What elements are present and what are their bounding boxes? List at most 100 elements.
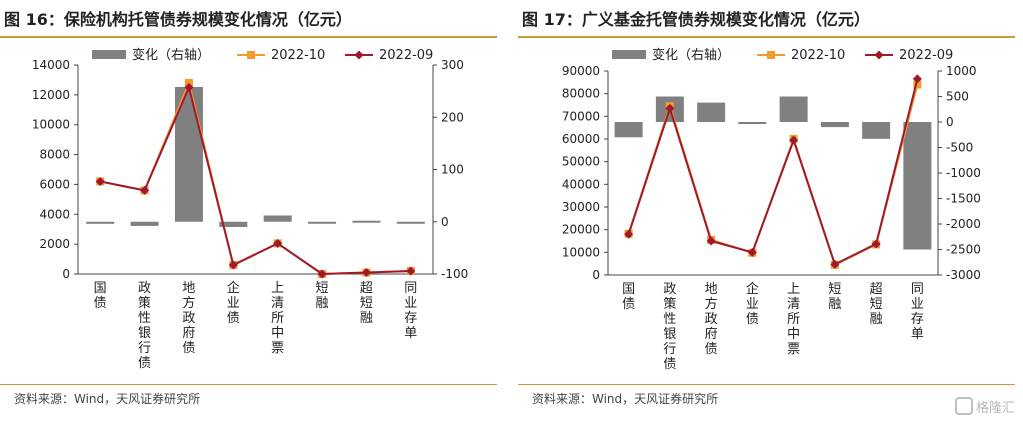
- legend-label-sep: 2022-09: [379, 48, 433, 63]
- bar-change: [219, 221, 248, 227]
- left-tick-label: 60000: [562, 132, 600, 146]
- right-tick-label: -1000: [946, 166, 981, 180]
- chart-source: 资料来源：Wind，天风证券研究所: [532, 392, 719, 406]
- bar-change: [862, 122, 891, 139]
- point-2022-09: [184, 82, 194, 92]
- left-tick-label: 8000: [39, 148, 70, 162]
- source-rule: [518, 384, 1015, 385]
- bar-change: [352, 220, 381, 223]
- watermark-logo-icon: [954, 397, 973, 415]
- category-label: 地方政府债: [182, 281, 195, 356]
- chart-title: 图 17：广义基金托管债券规模变化情况（亿元）: [522, 10, 870, 29]
- left-tick-label: 0: [62, 267, 70, 281]
- category-label: 国债: [94, 281, 107, 311]
- category-label: 企业债: [227, 280, 240, 326]
- category-label: 上清所中票: [787, 282, 800, 357]
- bar-change: [308, 221, 337, 224]
- bar-change: [903, 122, 932, 250]
- category-label: 上清所中票: [271, 281, 284, 356]
- point-2022-09: [140, 185, 150, 195]
- legend-swatch-bar: [92, 50, 126, 59]
- left-tick-label: 10000: [32, 118, 70, 132]
- watermark: 格隆汇: [954, 397, 1015, 416]
- legend-marker-sep: [354, 50, 364, 60]
- bar-change: [396, 221, 425, 224]
- category-label: 短融: [316, 281, 329, 311]
- chart-panel-fund: 图 17：广义基金托管债券规模变化情况（亿元） 0 10000 20000 30000…: [518, 0, 1023, 422]
- legend-swatch-bar: [612, 50, 646, 59]
- left-tick-label: 2000: [39, 237, 70, 251]
- right-tick-label: 500: [946, 90, 969, 104]
- category-label: 企业债: [746, 281, 759, 327]
- right-tick-label: -2500: [946, 243, 981, 257]
- legend-label-oct: 2022-10: [271, 48, 325, 63]
- left-tick-label: 50000: [562, 155, 600, 169]
- left-tick-label: 4000: [39, 207, 70, 221]
- legend-label-bar: 变化（右轴）: [652, 47, 730, 63]
- bar-change: [263, 215, 292, 222]
- right-tick-label: -1500: [946, 192, 981, 206]
- watermark-text: 格隆汇: [975, 401, 1015, 416]
- point-2022-09: [406, 266, 416, 276]
- bar-change: [130, 221, 159, 226]
- right-tick-label: 100: [441, 163, 464, 177]
- category-label: 超短融: [360, 281, 373, 326]
- point-2022-09: [706, 236, 716, 246]
- title-rule: [518, 36, 1015, 38]
- category-label: 同业存单: [404, 281, 417, 341]
- point-2022-09: [273, 238, 283, 248]
- category-label: 地方政府债: [705, 282, 718, 357]
- right-tick-label: 200: [441, 110, 464, 124]
- chart-insurance: 0 2000 4000 6000 8000 10000 12000 14000 -100 0 100…: [32, 47, 468, 371]
- point-2022-10: [913, 80, 922, 89]
- legend-marker-oct: [247, 51, 255, 59]
- legend-label-bar: 变化（右轴）: [132, 47, 210, 63]
- bar-change: [779, 96, 808, 122]
- right-tick-label: -100: [441, 267, 468, 281]
- point-2022-09: [624, 229, 634, 239]
- point-2022-09: [830, 259, 840, 269]
- series-line-1: [99, 84, 411, 276]
- left-tick-label: 20000: [562, 223, 600, 237]
- chart-title: 图 16：保险机构托管债券规模变化情况（亿元）: [4, 10, 352, 29]
- category-label: 超短融: [870, 282, 883, 327]
- left-tick-label: 30000: [562, 200, 600, 214]
- category-label: 同业存单: [911, 282, 924, 342]
- point-2022-09: [789, 135, 799, 145]
- source-rule: [0, 384, 497, 385]
- bar-change: [738, 122, 767, 124]
- title-rule: [0, 36, 497, 38]
- point-2022-09: [665, 103, 675, 113]
- bar-change: [820, 122, 849, 128]
- chart-panel-insurance: 图 16：保险机构托管债券规模变化情况（亿元） 0 2000 4000 6000 800…: [0, 0, 505, 422]
- legend-label-sep: 2022-09: [899, 48, 953, 63]
- series-line-0: [627, 84, 919, 267]
- point-2022-09: [317, 269, 327, 279]
- point-2022-09: [95, 176, 105, 186]
- legend-marker-oct: [767, 51, 775, 59]
- category-label: 政策性银行债: [138, 281, 151, 371]
- point-2022-09: [361, 268, 371, 278]
- left-tick-label: 0: [592, 268, 600, 282]
- series-line-1: [627, 78, 919, 266]
- bar-change: [86, 221, 115, 224]
- point-2022-09: [228, 260, 238, 270]
- legend-label-oct: 2022-10: [791, 48, 845, 63]
- bar-change: [614, 122, 643, 138]
- category-label: 短融: [828, 282, 841, 312]
- left-tick-label: 10000: [562, 245, 600, 259]
- left-tick-label: 70000: [562, 109, 600, 123]
- right-tick-label: -3000: [946, 268, 981, 282]
- left-tick-label: 40000: [562, 177, 600, 191]
- right-tick-label: 0: [441, 215, 449, 229]
- legend-marker-sep: [874, 50, 884, 60]
- point-2022-09: [747, 247, 757, 257]
- left-tick-label: 6000: [39, 177, 70, 191]
- category-label: 国债: [622, 282, 635, 312]
- chart-source: 资料来源：Wind，天风证券研究所: [14, 392, 201, 406]
- right-tick-label: 300: [441, 58, 464, 72]
- left-tick-label: 80000: [562, 87, 600, 101]
- right-tick-label: 1000: [946, 64, 977, 78]
- point-2022-09: [912, 74, 922, 84]
- point-2022-09: [871, 239, 881, 249]
